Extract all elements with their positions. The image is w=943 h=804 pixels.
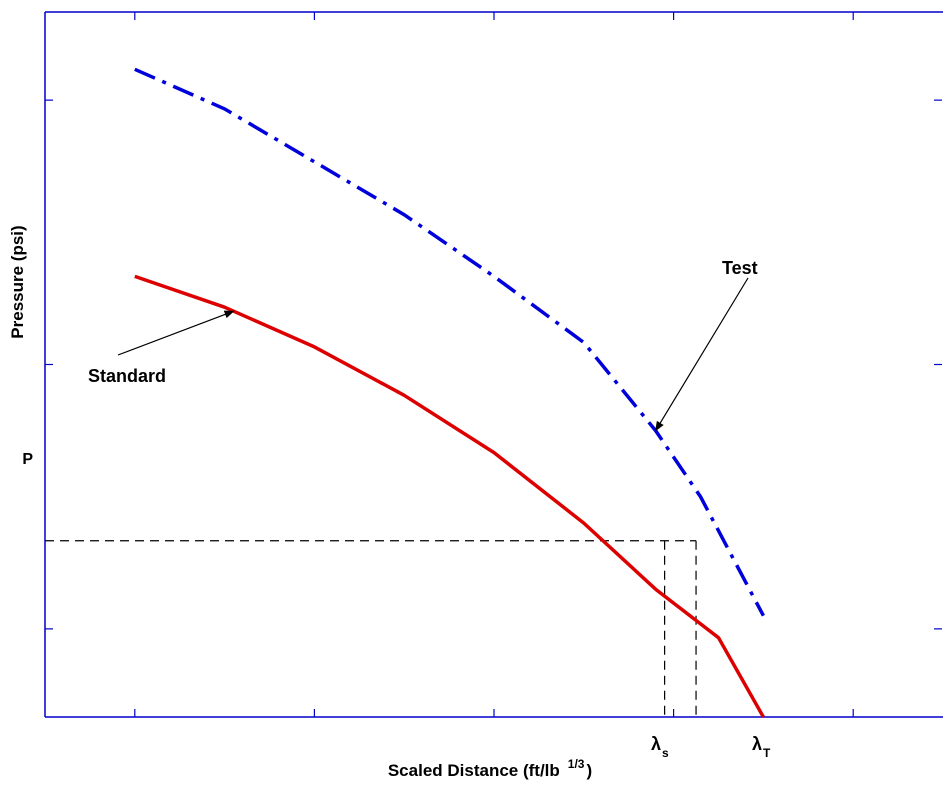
series-standard-line: [135, 276, 764, 717]
series-test-line: [135, 69, 764, 615]
lambda-t-symbol: λ: [752, 734, 762, 754]
lambda-t-subscript: T: [763, 746, 771, 760]
lambda-t-label: λT: [752, 734, 771, 760]
lambda-s-symbol: λ: [651, 734, 661, 754]
annotation-arrow-standard: [118, 311, 234, 355]
annotations: [118, 278, 748, 431]
x-axis-label-close: ): [586, 761, 592, 780]
x-axis-label-main: Scaled Distance (ft/lb: [388, 761, 560, 780]
x-axis-label-exponent: 1/3: [568, 757, 585, 771]
y-axis-label: Pressure (psi): [8, 225, 27, 338]
series-lines: [135, 69, 764, 717]
axes-frame: [45, 12, 943, 717]
annotation-test: Test: [722, 258, 758, 278]
reference-lines: [45, 541, 696, 717]
x-axis-label: Scaled Distance (ft/lb 1/3): [388, 757, 592, 780]
lambda-s-subscript: s: [662, 746, 669, 760]
annotation-arrow-test: [656, 278, 748, 431]
lambda-s-label: λs: [651, 734, 669, 760]
annotation-standard: Standard: [88, 366, 166, 386]
p-level-label: P: [22, 451, 33, 468]
